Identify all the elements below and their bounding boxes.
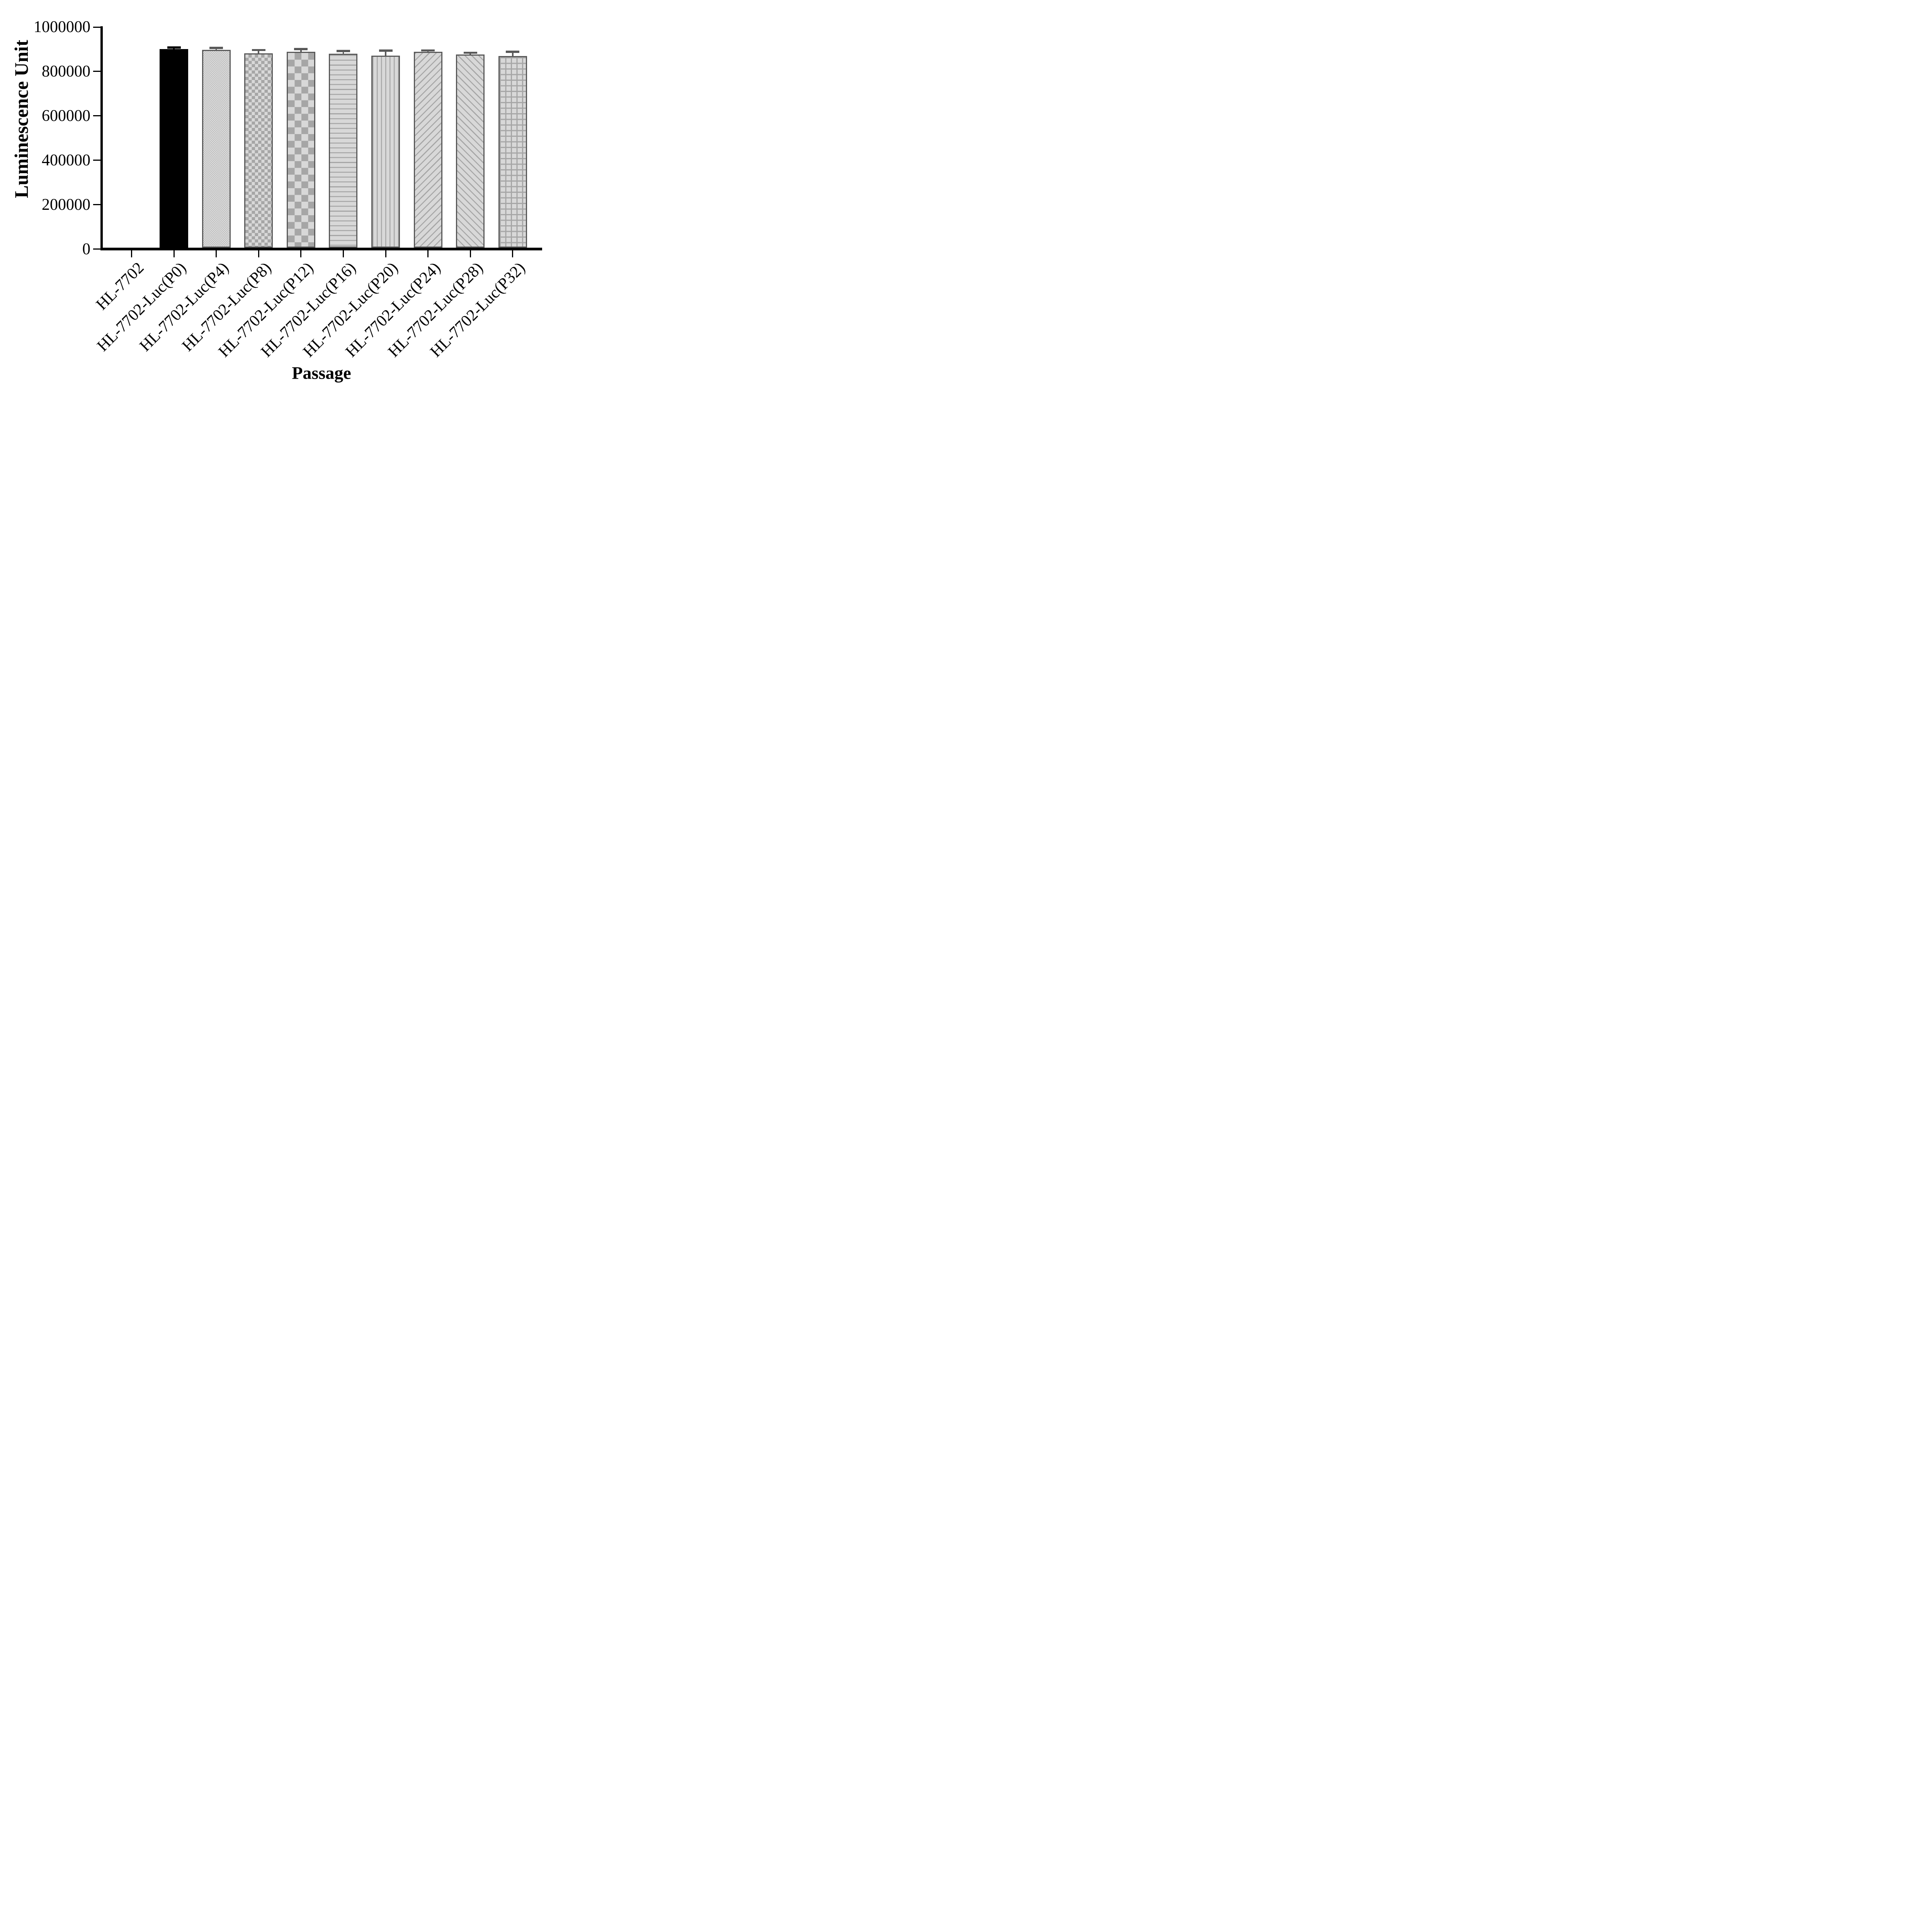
x-axis-tick bbox=[216, 250, 217, 257]
error-bar-cap bbox=[167, 46, 181, 49]
y-tick-label: 1000000 bbox=[34, 18, 90, 36]
x-axis-tick bbox=[512, 250, 514, 257]
error-bar-cap bbox=[379, 49, 393, 52]
x-axis-tick bbox=[385, 250, 386, 257]
bar-chart-figure: Luminescence Unit Passage 0 200000 400000 6… bbox=[0, 0, 570, 392]
x-axis-tick bbox=[173, 250, 175, 257]
x-axis-title: Passage bbox=[292, 363, 351, 383]
error-bar-stem bbox=[258, 50, 259, 54]
error-bar-stem bbox=[469, 53, 471, 56]
error-bar-cap bbox=[336, 50, 350, 52]
bar bbox=[413, 52, 442, 248]
error-bar-cap bbox=[421, 49, 435, 52]
y-axis-title: Luminescence Unit bbox=[10, 40, 32, 198]
y-tick-label: 800000 bbox=[42, 62, 90, 80]
error-bar-cap bbox=[294, 48, 308, 50]
x-axis-tick bbox=[342, 250, 344, 257]
y-axis-tick bbox=[93, 248, 100, 250]
error-bar-stem bbox=[215, 48, 217, 51]
bar bbox=[202, 50, 231, 248]
y-tick-label: 600000 bbox=[42, 107, 90, 125]
error-bar-cap bbox=[209, 47, 223, 49]
error-bar-stem bbox=[427, 50, 429, 53]
y-tick-label: 200000 bbox=[42, 196, 90, 214]
y-axis-line bbox=[100, 26, 103, 250]
bar bbox=[329, 53, 358, 248]
bar bbox=[244, 53, 273, 248]
y-axis-tick bbox=[93, 26, 100, 28]
x-axis-tick bbox=[258, 250, 259, 257]
error-bar-stem bbox=[512, 51, 514, 57]
bar bbox=[498, 56, 527, 248]
y-axis-tick bbox=[93, 160, 100, 161]
y-tick-label: 400000 bbox=[42, 151, 90, 169]
x-axis-tick bbox=[131, 250, 132, 257]
x-axis-line bbox=[100, 248, 542, 250]
y-tick-label: 0 bbox=[82, 240, 90, 258]
y-axis-tick bbox=[93, 71, 100, 72]
error-bar-stem bbox=[385, 50, 386, 57]
bar bbox=[371, 55, 400, 248]
error-bar-stem bbox=[173, 47, 175, 50]
y-axis-tick bbox=[93, 204, 100, 206]
error-bar-cap bbox=[463, 51, 477, 54]
y-axis-tick bbox=[93, 115, 100, 117]
bar bbox=[286, 52, 315, 248]
error-bar-stem bbox=[300, 49, 302, 53]
error-bar-cap bbox=[506, 51, 520, 53]
x-axis-tick bbox=[300, 250, 302, 257]
x-axis-tick bbox=[427, 250, 429, 257]
x-axis-tick bbox=[469, 250, 471, 257]
error-bar-stem bbox=[342, 51, 344, 55]
bar bbox=[456, 54, 485, 248]
error-bar-cap bbox=[252, 49, 265, 51]
bar bbox=[160, 49, 188, 248]
